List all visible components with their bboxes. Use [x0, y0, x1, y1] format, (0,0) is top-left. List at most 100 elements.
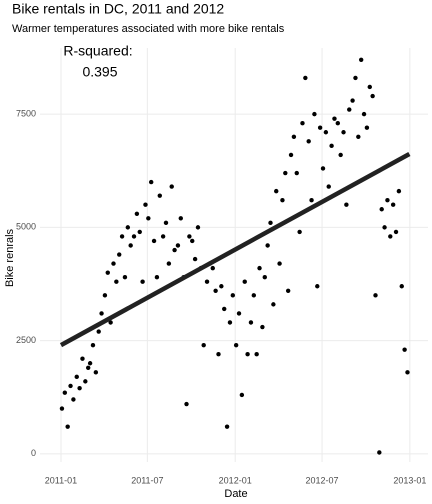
point [236, 311, 242, 316]
point [134, 211, 140, 216]
point [148, 179, 154, 185]
point [146, 216, 151, 221]
point [86, 365, 91, 370]
point [137, 229, 142, 235]
point [402, 347, 407, 352]
y-tick-label: 0 [31, 448, 36, 458]
point [257, 265, 262, 271]
point [213, 288, 218, 293]
point [93, 370, 99, 375]
point [184, 401, 189, 407]
point [122, 274, 128, 280]
point [285, 288, 291, 293]
point [219, 284, 224, 289]
point [117, 252, 122, 257]
point [332, 116, 337, 121]
point [291, 134, 297, 139]
y-tick-label: 7500 [16, 109, 36, 119]
point [347, 107, 352, 112]
points [59, 57, 411, 455]
point [154, 274, 160, 280]
point [111, 261, 116, 266]
point [303, 75, 308, 81]
point [201, 342, 206, 348]
point [306, 139, 311, 144]
point [90, 342, 96, 348]
point [80, 356, 85, 361]
point [178, 216, 183, 221]
point [195, 225, 201, 230]
x-tick-label: 2013-01 [393, 475, 426, 485]
point [140, 279, 145, 284]
y-axis-title: Bike renrals [4, 228, 16, 287]
point [294, 170, 299, 176]
point [288, 152, 294, 158]
point [71, 397, 76, 402]
point [77, 385, 82, 391]
point [62, 390, 68, 395]
point [216, 351, 221, 357]
point [262, 274, 267, 280]
point [233, 342, 239, 348]
y-tick-label: 5000 [16, 222, 36, 232]
point [393, 229, 399, 235]
point [364, 125, 370, 130]
point [151, 238, 157, 244]
point [353, 75, 358, 81]
point [65, 424, 70, 429]
point [297, 229, 302, 235]
x-tick-label: 2012-01 [219, 475, 252, 485]
point [59, 406, 65, 411]
annotation-label: R-squared: [63, 43, 132, 59]
point [370, 93, 375, 99]
point [390, 202, 396, 207]
point [335, 120, 341, 126]
point [254, 351, 259, 357]
point [108, 320, 113, 325]
point [210, 265, 215, 271]
point [260, 324, 265, 330]
point [169, 184, 174, 189]
y-tick-label: 2500 [16, 335, 36, 345]
point [251, 293, 257, 298]
point [356, 134, 361, 139]
point [166, 261, 172, 266]
point [224, 424, 230, 429]
point [102, 293, 108, 298]
point [239, 392, 245, 398]
point [329, 143, 334, 149]
grid [40, 48, 428, 462]
point [190, 238, 195, 244]
point [245, 351, 250, 357]
point [358, 57, 364, 62]
x-tick-label: 2011-01 [45, 475, 77, 485]
point [128, 243, 133, 248]
point [379, 207, 384, 212]
point [187, 234, 192, 239]
point [230, 293, 236, 298]
point [350, 98, 355, 103]
x-tick-label: 2011-07 [131, 475, 163, 485]
point [326, 184, 331, 189]
point [309, 197, 314, 203]
trend-line [59, 152, 411, 348]
point [271, 302, 276, 307]
point [341, 130, 346, 135]
point [388, 234, 393, 239]
x-tick-label: 2012-07 [306, 475, 339, 485]
point [119, 234, 125, 239]
x-axis-title: Date [224, 488, 247, 500]
point [105, 270, 110, 275]
point [242, 279, 247, 284]
point [373, 293, 378, 298]
point [399, 284, 404, 289]
point [83, 379, 88, 384]
chart-title: Bike rentals in DC, 2011 and 2012 [12, 1, 224, 17]
point [315, 284, 320, 289]
point [377, 450, 382, 455]
point [317, 125, 323, 130]
point [274, 188, 279, 194]
point [344, 202, 349, 207]
point [204, 279, 210, 284]
point [74, 374, 79, 380]
